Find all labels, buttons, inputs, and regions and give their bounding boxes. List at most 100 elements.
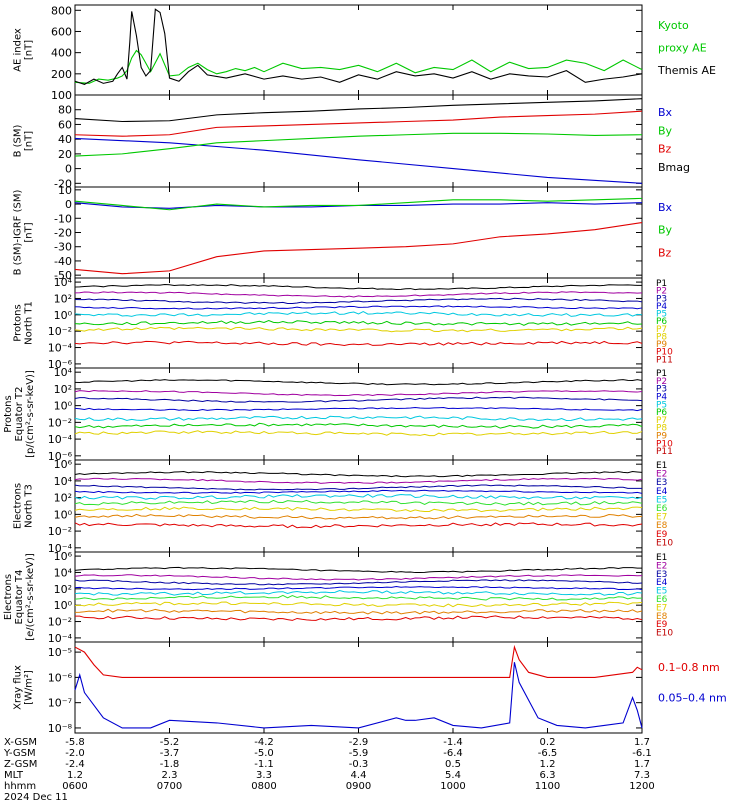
channel-label: E2 — [656, 470, 667, 480]
channel-label: P2 — [656, 377, 667, 387]
y-axis-label: B (SM) — [13, 124, 24, 157]
channel-label: E5 — [656, 587, 667, 597]
ephemeris-value: 0900 — [346, 781, 371, 792]
y-tick-label: 10⁻⁴ — [48, 632, 73, 645]
series-line-bz — [74, 110, 643, 137]
channel-label: P4 — [656, 392, 667, 402]
ephemeris-value: -5.8 — [65, 737, 85, 748]
legend-entry: proxy AE — [658, 41, 707, 54]
channel-label: E6 — [656, 504, 668, 514]
y-tick-label: 10⁶ — [54, 458, 73, 471]
y-tick-label: 10⁴ — [54, 366, 73, 379]
ephemeris-value: 5.4 — [445, 770, 461, 781]
y-tick-label: -50 — [54, 269, 72, 282]
y-tick-label: 10⁻⁶ — [48, 671, 73, 684]
channel-label: P8 — [656, 332, 667, 342]
y-axis-label: Equator T2 — [14, 387, 25, 442]
y-tick-label: 10⁻⁶ — [48, 358, 73, 371]
channel-line — [74, 615, 643, 621]
ephemeris-value: -4.2 — [254, 737, 274, 748]
channel-line — [74, 594, 643, 601]
channel-line — [74, 590, 643, 596]
ephemeris-value: -6.4 — [443, 748, 463, 759]
y-axis-label: [nT] — [24, 222, 35, 242]
channel-line — [74, 284, 643, 291]
channel-label: E8 — [656, 612, 668, 622]
y-tick-label: 10⁴ — [54, 566, 73, 579]
channel-label: E1 — [656, 461, 667, 471]
y-tick-label: 10⁻⁴ — [48, 542, 73, 555]
channel-label: E10 — [656, 538, 673, 548]
y-tick-label: 10² — [54, 292, 72, 305]
y-axis-label: B (SM)-IGRF (SM) — [13, 190, 24, 276]
ephemeris-label: hhmm — [4, 781, 36, 792]
series-line-by — [74, 197, 643, 211]
legend-entry: Kyoto — [658, 19, 689, 32]
ephemeris-value: -6.5 — [538, 748, 558, 759]
panel-frame — [74, 551, 643, 643]
ephemeris-value: 4.4 — [351, 770, 367, 781]
series-line-themis-ae — [74, 8, 643, 86]
ephemeris-value: -5.0 — [254, 748, 274, 759]
y-tick-label: 10⁻⁵ — [48, 646, 72, 659]
legend-entry: Themis AE — [657, 64, 716, 77]
ephemeris-value: -1.8 — [160, 759, 180, 770]
ephemeris-value: 2.3 — [162, 770, 178, 781]
ephemeris-value: 3.3 — [256, 770, 272, 781]
channel-line — [74, 574, 643, 581]
y-tick-label: 10⁰ — [54, 309, 73, 322]
y-tick-label: -30 — [54, 241, 72, 254]
channel-line — [74, 320, 643, 326]
channel-line — [74, 506, 643, 513]
ephemeris-value: -3.7 — [160, 748, 180, 759]
y-axis-label: Electrons — [3, 574, 14, 620]
channel-label: E5 — [656, 495, 667, 505]
channel-line — [74, 406, 643, 412]
channel-line — [74, 489, 643, 494]
ephemeris-value: 7.3 — [634, 770, 650, 781]
series-line-0-1-0-8-nm — [74, 644, 643, 678]
ephemeris-value: 1.7 — [634, 759, 650, 770]
y-tick-label: 100 — [51, 89, 72, 102]
ephemeris-value: -1.1 — [254, 759, 274, 770]
y-axis-label: [p/(cm²-s-sr-keV)] — [25, 370, 36, 458]
channel-label: E9 — [656, 620, 668, 630]
channel-line — [74, 484, 643, 491]
y-tick-label: 10⁶ — [54, 550, 73, 563]
y-tick-label: -40 — [54, 255, 72, 268]
ephemeris-value: 6.3 — [540, 770, 556, 781]
channel-label: P11 — [656, 447, 673, 457]
channel-label: P5 — [656, 310, 667, 320]
y-axis-label: Xray flux — [13, 665, 24, 710]
panel-pn: 10⁴ 10² 10⁰ 10⁻² 10⁻⁴ 10⁻⁶ Protons North T1 P1P2… — [13, 276, 674, 371]
channel-line — [74, 297, 643, 305]
channel-line — [74, 422, 643, 429]
y-tick-label: 10 — [58, 184, 72, 197]
channel-label: E4 — [656, 487, 668, 497]
channel-line — [74, 396, 643, 403]
legend-entry: Bmag — [658, 161, 690, 174]
channel-label: P2 — [656, 287, 667, 297]
channel-line — [74, 579, 643, 586]
y-axis-label: North T1 — [24, 301, 35, 345]
y-tick-label: 20 — [58, 148, 72, 161]
channel-line — [74, 608, 643, 615]
y-tick-label: 10⁻² — [48, 616, 72, 629]
channel-label: P7 — [656, 325, 667, 335]
y-tick-label: 10⁻⁶ — [48, 450, 73, 463]
channel-label: P10 — [656, 439, 673, 449]
ephemeris-value: -6.1 — [632, 748, 652, 759]
ephemeris-value: -5.2 — [160, 737, 180, 748]
ephemeris-value: 0800 — [251, 781, 276, 792]
channel-label: E2 — [656, 561, 667, 571]
panel-frame — [74, 641, 643, 734]
y-tick-label: 10² — [54, 383, 72, 396]
series-line-bx — [74, 137, 643, 184]
ephemeris-value: 1100 — [535, 781, 560, 792]
y-tick-label: 800 — [51, 4, 72, 17]
panel-ae: 800 600 400 200 AE index [nT] Kyoto proxy AE The… — [13, 4, 716, 96]
panel-db: 100-10 -20-30-40-50 B (SM)-IGRF (SM) [nT] Bx… — [13, 184, 673, 282]
channel-label: P10 — [656, 348, 673, 358]
channel-label: E6 — [656, 595, 668, 605]
y-axis-label: Equator T4 — [14, 570, 25, 625]
